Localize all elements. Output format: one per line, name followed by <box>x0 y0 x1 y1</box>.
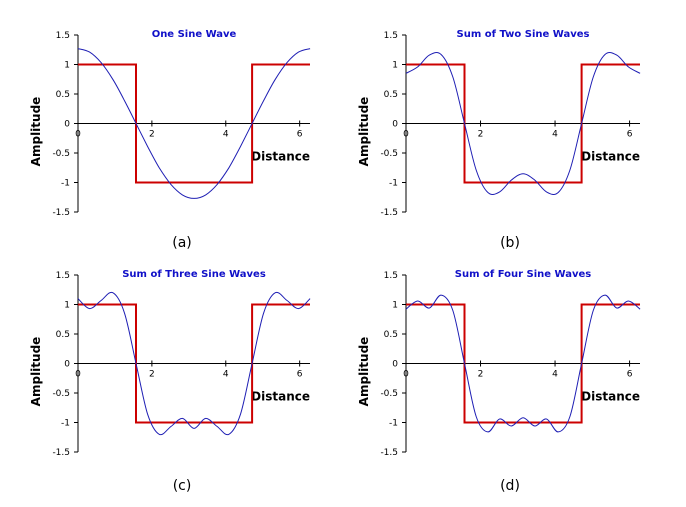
y-tick-label: 0 <box>392 360 398 370</box>
x-tick-label: 4 <box>552 130 558 140</box>
square-wave-line <box>78 63 310 184</box>
y-tick-label: 1.5 <box>56 271 70 281</box>
x-tick-label: 6 <box>297 370 303 380</box>
y-tick-label: 1 <box>392 61 398 71</box>
y-tick-label: 1.5 <box>384 31 398 41</box>
y-tick-label: -1.5 <box>52 448 70 458</box>
sine-sum-line <box>77 48 311 199</box>
panel-caption: (a) <box>172 235 192 251</box>
y-tick-label: 0.5 <box>384 330 398 340</box>
chart-title: Sum of Three Sine Waves <box>122 269 266 280</box>
x-tick-label: 4 <box>223 370 229 380</box>
y-tick-label: 1.5 <box>56 31 70 41</box>
x-tick-label: 2 <box>478 130 484 140</box>
y-tick-label: -0.5 <box>52 389 70 399</box>
chart-title: Sum of Four Sine Waves <box>455 269 591 280</box>
x-axis-label: Distance <box>581 390 640 404</box>
square-wave-line <box>406 63 640 184</box>
x-tick-label: 2 <box>149 130 155 140</box>
square-wave-line <box>78 303 310 424</box>
chart-title: Sum of Two Sine Waves <box>457 29 590 40</box>
y-tick-label: -1.5 <box>380 208 398 218</box>
y-axis-label: Amplitude <box>357 337 371 407</box>
chart-panel-1: One Sine Wave 1.5 1 0.5 0 -0.5 -1 -1.5 0 2 4 6 Ampli… <box>29 29 311 251</box>
sine-sum-line <box>77 291 311 436</box>
sine-sum-line <box>405 52 641 195</box>
panel-caption: (d) <box>500 478 520 494</box>
y-tick-label: -0.5 <box>380 149 398 159</box>
panel-caption: (b) <box>500 235 520 251</box>
square-wave-line <box>406 303 640 424</box>
y-tick-label: 1 <box>64 61 70 71</box>
chart-panel-2: Sum of Two Sine Waves 1.5 1 0.5 0 -0.5 -1 -1.5 0… <box>357 29 641 251</box>
y-tick-label: 0 <box>64 120 70 130</box>
y-tick-label: -1.5 <box>52 208 70 218</box>
x-tick-label: 0 <box>403 130 409 140</box>
y-tick-label: -0.5 <box>52 149 70 159</box>
x-tick-label: 4 <box>223 130 229 140</box>
y-tick-label: 1.5 <box>384 271 398 281</box>
x-tick-label: 6 <box>627 370 633 380</box>
x-axis-label: Distance <box>251 150 310 164</box>
x-tick-label: 0 <box>75 130 81 140</box>
x-tick-label: 0 <box>403 370 409 380</box>
y-tick-label: 1 <box>64 301 70 311</box>
sine-sum-line <box>405 294 641 433</box>
y-tick-label: -1.5 <box>380 448 398 458</box>
y-tick-label: -1 <box>61 419 70 429</box>
chart-panel-4: Sum of Four Sine Waves 1.5 1 0.5 0 -0.5 -1 -1.5… <box>357 269 641 494</box>
y-tick-label: 1 <box>392 301 398 311</box>
y-tick-label: -1 <box>389 419 398 429</box>
y-tick-label: 0.5 <box>56 90 70 100</box>
x-tick-label: 0 <box>75 370 81 380</box>
y-axis-label: Amplitude <box>357 97 371 167</box>
chart-title: One Sine Wave <box>152 29 237 40</box>
x-tick-label: 2 <box>149 370 155 380</box>
panel-caption: (c) <box>173 478 192 494</box>
chart-panel-3: Sum of Three Sine Waves 1.5 1 0.5 0 -0.5 -1 -1.… <box>29 269 311 494</box>
y-tick-label: -1 <box>389 179 398 189</box>
y-axis-label: Amplitude <box>29 337 43 407</box>
x-axis-label: Distance <box>251 390 310 404</box>
y-tick-label: -0.5 <box>380 389 398 399</box>
x-tick-label: 6 <box>627 130 633 140</box>
y-tick-label: -1 <box>61 179 70 189</box>
x-tick-label: 6 <box>297 130 303 140</box>
y-axis-label: Amplitude <box>29 97 43 167</box>
y-tick-label: 0 <box>64 360 70 370</box>
y-tick-label: 0.5 <box>384 90 398 100</box>
x-axis-label: Distance <box>581 150 640 164</box>
x-tick-label: 2 <box>478 370 484 380</box>
x-tick-label: 4 <box>552 370 558 380</box>
y-tick-label: 0 <box>392 120 398 130</box>
y-tick-label: 0.5 <box>56 330 70 340</box>
